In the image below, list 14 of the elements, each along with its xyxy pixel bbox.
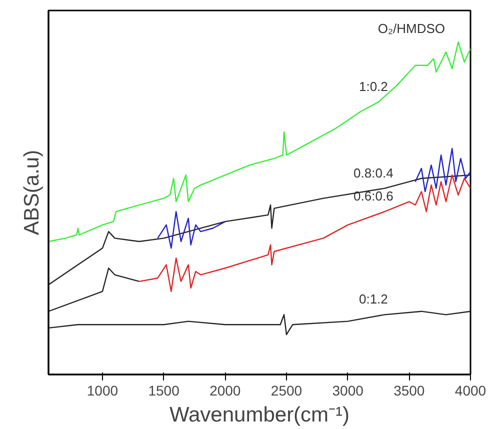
x-tick-label: 1000 [86, 382, 118, 398]
x-tick-label: 2500 [270, 382, 302, 398]
y-axis-title: ABS(a.u) [20, 150, 44, 236]
text: O₂/HMDSO [378, 21, 446, 36]
x-tick-label: 1500 [148, 382, 180, 398]
x-tick-label: 3500 [394, 382, 425, 398]
x-tick-label: 4000 [454, 382, 486, 398]
x-tick-label: 2000 [210, 382, 241, 398]
series-label: 0.6:0.6 [354, 188, 394, 204]
series-label: 0:1.2 [358, 292, 388, 307]
series-label: 1:0.2 [358, 78, 388, 94]
x-axis-title: Wavenumber(cm⁻¹) [169, 404, 350, 426]
x-tick-label: 3000 [332, 382, 364, 398]
series-label: 0.8:0.4 [354, 165, 394, 180]
